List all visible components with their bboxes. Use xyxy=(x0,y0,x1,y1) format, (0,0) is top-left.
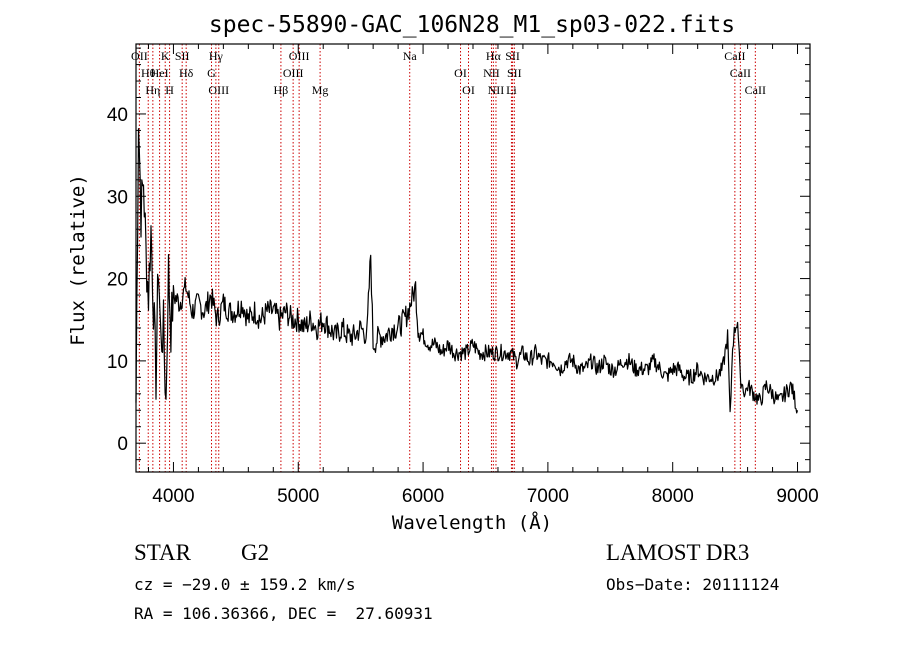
chart-title: spec-55890-GAC_106N28_M1_sp03-022.fits xyxy=(209,12,735,38)
x-axis-label: Wavelength (Å) xyxy=(392,511,552,534)
ra-dec: RA = 106.36366, DEC = 27.60931 xyxy=(134,604,433,623)
line-label-1: Hθ xyxy=(141,66,156,80)
y-tick-label-30: 30 xyxy=(107,187,128,208)
line-label-17: OI xyxy=(462,83,475,97)
y-axis-ticks: 0 10 20 30 40 xyxy=(107,47,810,461)
spectrum-line xyxy=(135,128,799,414)
line-label-21: SII xyxy=(505,49,520,63)
line-label-19: NII xyxy=(483,66,500,80)
line-label-12: OIII xyxy=(289,49,310,63)
y-tick-label-40: 40 xyxy=(107,105,128,126)
x-tick-label-7000: 7000 xyxy=(527,486,569,507)
line-label-14: Mg xyxy=(312,83,329,97)
line-label-7: Hδ xyxy=(179,66,194,80)
x-tick-label-9000: 9000 xyxy=(776,486,818,507)
survey-name: LAMOST DR3 xyxy=(606,540,750,565)
y-tick-label-10: 10 xyxy=(107,352,128,373)
y-axis-label: Flux (relative) xyxy=(67,174,89,346)
object-class: STAR xyxy=(134,540,191,565)
spectral-line-labels: OII Hθ Hη K HeI H SII Hδ OIII Hγ G Hβ OIII OIII Mg Na OI… xyxy=(131,49,766,97)
line-label-2: Hη xyxy=(145,83,160,97)
line-label-20: NII xyxy=(488,83,505,97)
spectral-line-markers xyxy=(138,44,756,472)
x-tick-label-4000: 4000 xyxy=(152,486,194,507)
y-tick-label-0: 0 xyxy=(117,434,128,455)
line-label-4: HeI xyxy=(151,66,169,80)
x-tick-label-8000: 8000 xyxy=(652,486,694,507)
line-label-16: OI xyxy=(454,66,467,80)
object-subclass: G2 xyxy=(241,540,270,565)
line-label-3: K xyxy=(161,49,170,63)
line-label-5: H xyxy=(165,83,174,97)
x-axis-ticks: 4000 5000 6000 7000 8000 9000 xyxy=(147,44,819,507)
line-label-0: OII xyxy=(131,49,148,63)
line-label-15: Na xyxy=(403,49,418,63)
line-label-10: G xyxy=(207,66,216,80)
y-tick-label-20: 20 xyxy=(107,270,128,291)
line-label-26: CaII xyxy=(745,83,766,97)
line-label-11: Hβ xyxy=(274,83,289,97)
line-label-25: CaII xyxy=(730,66,751,80)
line-label-18: Hα xyxy=(486,49,502,63)
plot-frame xyxy=(135,43,811,473)
line-label-8: OIII xyxy=(208,83,229,97)
line-label-6: SII xyxy=(175,49,190,63)
x-tick-label-6000: 6000 xyxy=(402,486,444,507)
x-tick-label-5000: 5000 xyxy=(277,486,319,507)
line-label-23: Li xyxy=(506,83,517,97)
line-label-13: OIII xyxy=(283,66,304,80)
line-label-9: Hγ xyxy=(209,49,224,63)
line-label-24: CaII xyxy=(724,49,745,63)
line-label-22: SII xyxy=(507,66,522,80)
observation-date: Obs−Date: 20111124 xyxy=(606,575,780,594)
redshift-cz: cz = −29.0 ± 159.2 km/s xyxy=(134,575,356,594)
